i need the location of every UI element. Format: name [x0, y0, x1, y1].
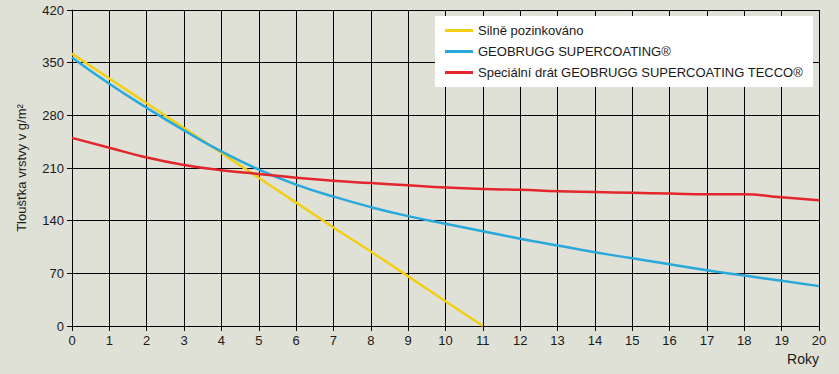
svg-text:9: 9 [405, 333, 412, 348]
svg-text:3: 3 [180, 333, 187, 348]
svg-text:5: 5 [255, 333, 262, 348]
svg-text:17: 17 [700, 333, 714, 348]
svg-text:140: 140 [42, 213, 64, 228]
svg-text:Silně pozinkováno: Silně pozinkováno [478, 23, 584, 38]
svg-text:11: 11 [476, 333, 490, 348]
svg-text:Roky: Roky [787, 351, 819, 367]
svg-text:280: 280 [42, 108, 64, 123]
svg-text:Tloušťka vrstvy v g/m²: Tloušťka vrstvy v g/m² [14, 103, 29, 231]
svg-text:350: 350 [42, 55, 64, 70]
svg-text:2: 2 [143, 333, 150, 348]
svg-text:GEOBRUGG SUPERCOATING®: GEOBRUGG SUPERCOATING® [478, 44, 671, 59]
svg-text:420: 420 [42, 3, 64, 18]
svg-text:210: 210 [42, 161, 64, 176]
svg-text:0: 0 [57, 319, 64, 334]
svg-text:13: 13 [550, 333, 564, 348]
svg-text:6: 6 [292, 333, 299, 348]
svg-text:19: 19 [774, 333, 788, 348]
svg-text:Speciální drát GEOBRUGG SUPERC: Speciální drát GEOBRUGG SUPERCOATING TEC… [478, 65, 803, 80]
svg-text:1: 1 [106, 333, 113, 348]
svg-text:20: 20 [812, 333, 826, 348]
svg-text:16: 16 [662, 333, 676, 348]
svg-text:0: 0 [68, 333, 75, 348]
svg-text:4: 4 [218, 333, 225, 348]
svg-text:12: 12 [513, 333, 527, 348]
svg-text:18: 18 [737, 333, 751, 348]
svg-text:15: 15 [625, 333, 639, 348]
svg-text:70: 70 [50, 266, 64, 281]
svg-text:7: 7 [330, 333, 337, 348]
svg-text:8: 8 [367, 333, 374, 348]
svg-text:10: 10 [438, 333, 452, 348]
svg-text:14: 14 [588, 333, 602, 348]
